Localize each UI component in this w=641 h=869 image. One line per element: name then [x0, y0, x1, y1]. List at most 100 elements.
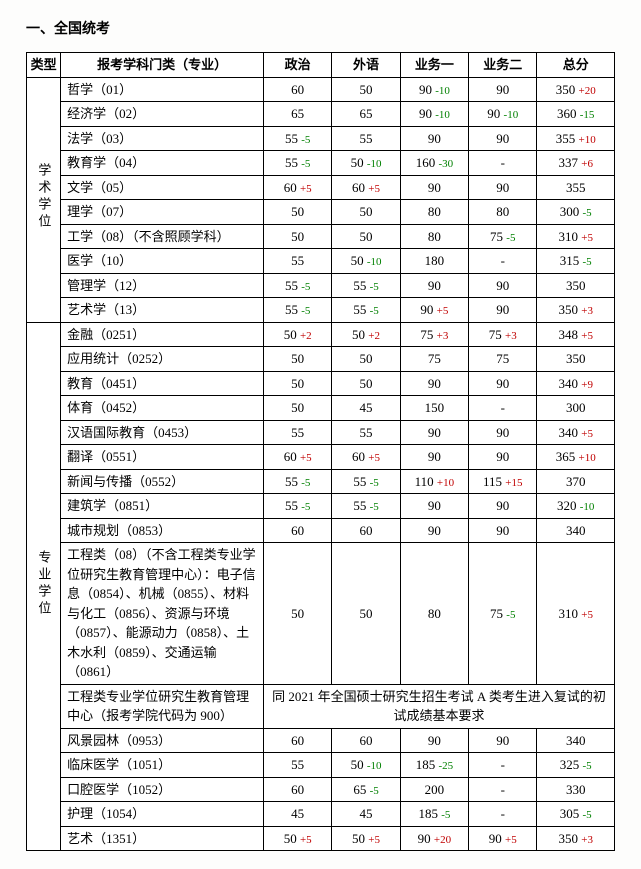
h-biz1: 业务一: [400, 53, 468, 78]
val: 60: [284, 449, 297, 464]
table-row: 工程类专业学位研究生教育管理中心（报考学院代码为 900）同 2021 年全国硕…: [27, 684, 615, 728]
val: 90: [489, 831, 502, 846]
val: 337: [558, 155, 578, 170]
val: 45: [291, 806, 304, 821]
val: 65: [353, 782, 366, 797]
val: 350: [566, 278, 586, 293]
c-politics: 60 +5: [264, 175, 332, 200]
c-major: 经济学（02）: [61, 102, 264, 127]
val: 90: [428, 449, 441, 464]
delta: -5: [583, 207, 592, 219]
c-biz2: -: [469, 753, 537, 778]
c-biz1: 185 -25: [400, 753, 468, 778]
val: 75: [428, 351, 441, 366]
c-major: 城市规划（0853）: [61, 518, 264, 543]
table-row: 医学（10）5550 -10180-315 -5: [27, 249, 615, 274]
val: 75: [490, 229, 503, 244]
val: 60: [291, 82, 304, 97]
c-politics: 55: [264, 753, 332, 778]
c-biz1: 90: [400, 445, 468, 470]
score-table: 类型 报考学科门类（专业） 政治 外语 业务一 业务二 总分 学术学位哲学（01…: [26, 52, 615, 851]
delta: +10: [578, 452, 595, 464]
val: 65: [360, 106, 373, 121]
delta: -10: [580, 501, 595, 513]
val: 370: [566, 474, 586, 489]
c-major: 建筑学（0851）: [61, 494, 264, 519]
val: 55: [291, 757, 304, 772]
c-politics: 60: [264, 777, 332, 802]
val: 45: [360, 400, 373, 415]
c-politics: 60: [264, 77, 332, 102]
val: 300: [566, 400, 586, 415]
delta: -10: [435, 85, 450, 97]
val: 60: [291, 782, 304, 797]
c-major: 汉语国际教育（0453）: [61, 420, 264, 445]
c-major: 临床医学（1051）: [61, 753, 264, 778]
c-biz2: 90: [469, 175, 537, 200]
c-major: 管理学（12）: [61, 273, 264, 298]
val: 50: [291, 229, 304, 244]
val: 50: [351, 757, 364, 772]
c-major: 哲学（01）: [61, 77, 264, 102]
c-biz1: 90 -10: [400, 102, 468, 127]
c-foreign: 55 -5: [332, 298, 400, 323]
val: 90: [428, 425, 441, 440]
c-politics: 50: [264, 200, 332, 225]
val: 55: [291, 253, 304, 268]
c-politics: 50: [264, 347, 332, 372]
page-title: 一、全国统考: [26, 18, 615, 38]
h-biz2: 业务二: [469, 53, 537, 78]
c-biz2: 90: [469, 77, 537, 102]
table-row: 建筑学（0851）55 -555 -59090320 -10: [27, 494, 615, 519]
c-major: 工学（08）（不含照顾学科）: [61, 224, 264, 249]
val: 310: [558, 229, 578, 244]
val: 325: [560, 757, 580, 772]
c-politics: 55 -5: [264, 151, 332, 176]
val: 90: [428, 131, 441, 146]
delta: +20: [434, 834, 451, 846]
delta: -10: [367, 158, 382, 170]
val: -: [501, 782, 505, 797]
val: 90: [496, 449, 509, 464]
c-biz1: 110 +10: [400, 469, 468, 494]
val: 80: [496, 204, 509, 219]
c-foreign: 45: [332, 802, 400, 827]
c-politics: 55 -5: [264, 469, 332, 494]
delta: -5: [370, 305, 379, 317]
c-biz2: 90: [469, 420, 537, 445]
c-major: 工程类专业学位研究生教育管理中心（报考学院代码为 900）: [61, 684, 264, 728]
c-biz2: 80: [469, 200, 537, 225]
delta: +3: [581, 305, 593, 317]
c-major: 新闻与传播（0552）: [61, 469, 264, 494]
delta: -5: [370, 785, 379, 797]
delta: +5: [505, 834, 517, 846]
c-politics: 55 -5: [264, 126, 332, 151]
val: 75: [496, 351, 509, 366]
c-total: 355: [537, 175, 615, 200]
val: 90: [418, 831, 431, 846]
c-foreign: 50: [332, 543, 400, 685]
c-biz2: 90: [469, 126, 537, 151]
table-row: 临床医学（1051）5550 -10185 -25-325 -5: [27, 753, 615, 778]
val: 55: [353, 474, 366, 489]
c-politics: 50 +2: [264, 322, 332, 347]
val: 50: [352, 327, 365, 342]
val: 50: [284, 831, 297, 846]
c-major: 风景园林（0953）: [61, 728, 264, 753]
c-biz1: 90: [400, 728, 468, 753]
c-total: 340 +9: [537, 371, 615, 396]
val: 55: [360, 131, 373, 146]
c-total: 340 +5: [537, 420, 615, 445]
val: 160: [416, 155, 436, 170]
c-biz1: 90 -10: [400, 77, 468, 102]
c-biz2: -: [469, 151, 537, 176]
delta: -30: [438, 158, 453, 170]
val: 90: [487, 106, 500, 121]
c-major: 翻译（0551）: [61, 445, 264, 470]
c-biz1: 75 +3: [400, 322, 468, 347]
val: 50: [360, 606, 373, 621]
c-foreign: 50 -10: [332, 249, 400, 274]
delta: -10: [367, 760, 382, 772]
val: 50: [284, 327, 297, 342]
val: 315: [560, 253, 580, 268]
